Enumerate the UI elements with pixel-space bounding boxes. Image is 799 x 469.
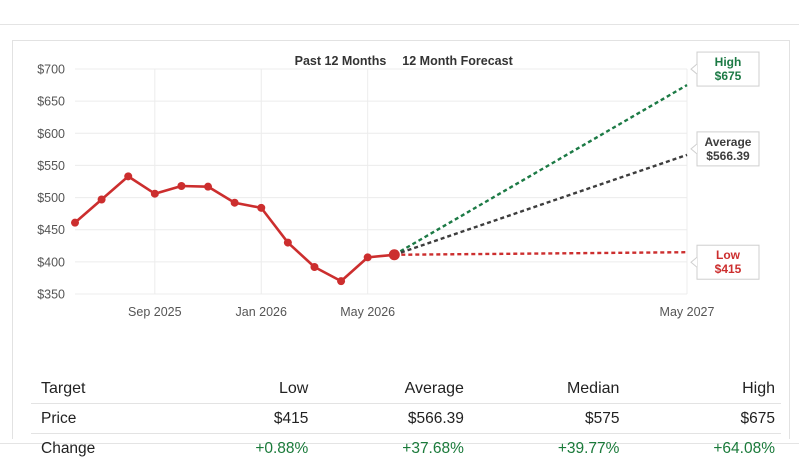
y-tick-label: $350 [37, 288, 65, 302]
history-point [204, 182, 213, 191]
y-tick-label: $600 [37, 127, 65, 141]
table-row-change: Change +0.88% +37.68% +39.77% +64.08% [31, 434, 781, 464]
history-point [230, 198, 239, 207]
table-row-price: Price $415 $566.39 $575 $675 [31, 403, 781, 434]
row-label-price: Price [31, 403, 177, 434]
header-low: Low [177, 374, 315, 404]
change-median: +39.77% [557, 439, 620, 457]
forecast-label: 12 Month Forecast [402, 54, 513, 68]
history-point [388, 249, 400, 261]
history-point [257, 203, 266, 212]
price-median: $575 [469, 403, 626, 434]
forecast-line-high [393, 84, 688, 256]
history-point [124, 172, 133, 181]
y-tick-label: $450 [37, 223, 65, 237]
x-tick-label: May 2026 [340, 305, 395, 319]
header-high: High [625, 374, 781, 404]
callout-pointer [690, 256, 698, 268]
x-tick-label: May 2027 [660, 305, 715, 319]
callout-label: Average [705, 135, 752, 149]
forecast-card: $700 $650 $600 $550 $500 $450 $400 $350 Sep 2025… [12, 40, 790, 457]
history-line [74, 175, 395, 283]
history-point [310, 263, 319, 271]
price-low: $415 [177, 403, 315, 434]
page-frame [0, 24, 799, 444]
callout-box [696, 51, 760, 87]
history-point [363, 253, 372, 262]
change-average: +37.68% [402, 439, 464, 457]
callout-pointer [690, 63, 698, 75]
forecast-line-average [393, 153, 688, 256]
callout-box [696, 244, 760, 280]
change-low: +0.88% [255, 439, 309, 457]
y-tick-label: $400 [37, 255, 65, 269]
price-forecast-chart: $700 $650 $600 $550 $500 $450 $400 $350 Sep 2025… [37, 51, 760, 319]
price-average: $566.39 [314, 403, 470, 434]
y-tick-label: $650 [37, 95, 65, 109]
x-tick-label: Jan 2026 [236, 305, 287, 319]
history-point [97, 195, 106, 204]
row-label-change: Change [41, 439, 96, 457]
callout-high: High$675 [690, 51, 760, 87]
y-tick-label: $700 [37, 63, 65, 77]
callout-pointer [690, 143, 698, 155]
change-high: +64.08% [713, 439, 775, 457]
forecast-line-low [394, 251, 688, 256]
history-point [150, 189, 159, 198]
y-tick-label: $550 [37, 159, 65, 173]
callout-average: Average$566.39 [690, 131, 760, 167]
header-median: Median [469, 374, 626, 404]
callout-label: Low [716, 248, 741, 262]
callout-value: $415 [715, 262, 742, 276]
callout-label: High [715, 55, 742, 69]
callout-value: $675 [715, 69, 742, 83]
y-tick-label: $500 [37, 191, 65, 205]
x-tick-label: Sep 2025 [128, 305, 182, 319]
callout-value: $566.39 [706, 149, 750, 163]
history-point [177, 182, 186, 190]
header-target: Target [31, 374, 177, 404]
history-point [71, 218, 79, 227]
price-high: $675 [625, 403, 781, 434]
history-point [283, 238, 292, 247]
history-point [337, 277, 346, 286]
forecast-table: Target Low Average Median High Price $41… [31, 374, 781, 463]
past-12-months-label: Past 12 Months [295, 54, 387, 68]
header-average: Average [314, 374, 470, 404]
table-header-row: Target Low Average Median High [31, 374, 781, 404]
callout-low: Low$415 [690, 244, 760, 280]
